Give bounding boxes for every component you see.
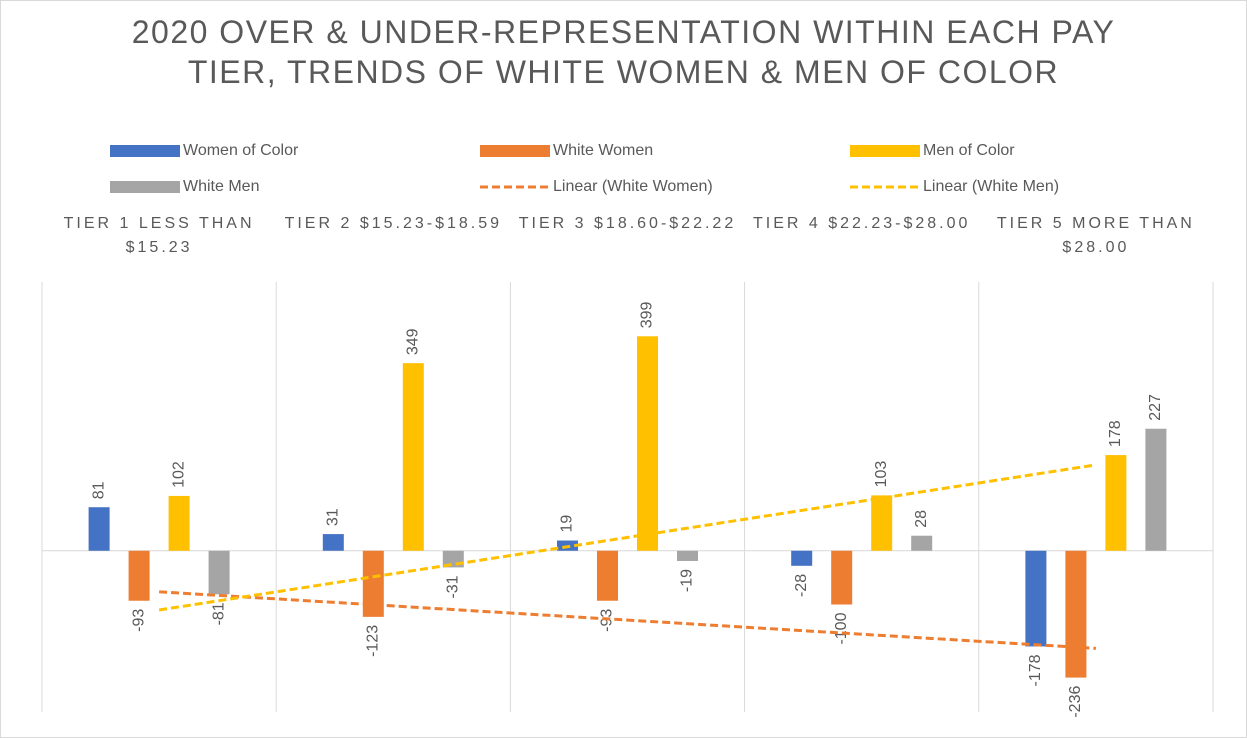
data-label: 349 xyxy=(405,328,422,355)
category-label: TIER 1 LESS THAN $15.23 xyxy=(63,215,255,256)
data-label: 28 xyxy=(913,510,930,528)
bar xyxy=(871,495,893,551)
category-label: TIER 4 $22.23-$28.00 xyxy=(752,215,971,232)
data-label: -81 xyxy=(210,602,227,625)
data-label: -236 xyxy=(1067,686,1084,718)
bar xyxy=(1065,550,1087,678)
bar xyxy=(1145,428,1167,551)
bar xyxy=(362,550,384,617)
bar xyxy=(208,550,230,595)
bar xyxy=(1025,550,1047,647)
data-label: 227 xyxy=(1147,394,1164,421)
legend-swatch xyxy=(480,145,550,157)
legend-label: Women of Color xyxy=(183,142,299,159)
trendline xyxy=(158,463,1097,612)
bar xyxy=(831,550,853,605)
trendline xyxy=(159,590,1096,650)
data-label: -178 xyxy=(1027,654,1044,686)
legend-swatch xyxy=(110,181,180,193)
bar xyxy=(322,534,344,551)
data-label: 178 xyxy=(1107,420,1124,447)
data-label: -31 xyxy=(445,575,462,598)
bar xyxy=(597,550,618,601)
bar xyxy=(911,535,933,551)
legend-swatch xyxy=(110,145,180,157)
data-label: 31 xyxy=(325,508,342,526)
data-label: -100 xyxy=(833,612,850,644)
data-label: 399 xyxy=(639,301,656,328)
legend-label: White Men xyxy=(183,178,259,195)
legend-label: White Women xyxy=(553,142,653,159)
data-label: 19 xyxy=(559,515,576,533)
category-label: TIER 3 $18.60-$22.22 xyxy=(518,215,737,232)
data-label: 81 xyxy=(90,481,107,499)
category-label: TIER 2 $15.23-$18.59 xyxy=(284,215,503,232)
category-label: TIER 5 MORE THAN $28.00 xyxy=(996,215,1195,256)
legend-swatch xyxy=(850,145,920,157)
legend-label: Linear (White Men) xyxy=(923,178,1059,195)
data-label: 103 xyxy=(873,461,890,488)
data-label: -28 xyxy=(793,574,810,597)
data-label: -93 xyxy=(130,609,147,632)
bar xyxy=(637,336,658,551)
chart-title: 2020 OVER & UNDER-REPRESENTATION WITHIN … xyxy=(131,14,1116,90)
bar xyxy=(1105,455,1127,551)
bar xyxy=(168,495,190,551)
legend-label: Men of Color xyxy=(923,142,1015,159)
data-label: 102 xyxy=(170,461,187,488)
bar xyxy=(128,550,150,601)
bar xyxy=(88,507,110,551)
data-label: -123 xyxy=(365,625,382,657)
bar xyxy=(677,550,698,561)
legend-label: Linear (White Women) xyxy=(553,178,713,195)
bar xyxy=(791,550,813,566)
bar xyxy=(402,363,424,551)
data-label: -19 xyxy=(679,569,696,592)
